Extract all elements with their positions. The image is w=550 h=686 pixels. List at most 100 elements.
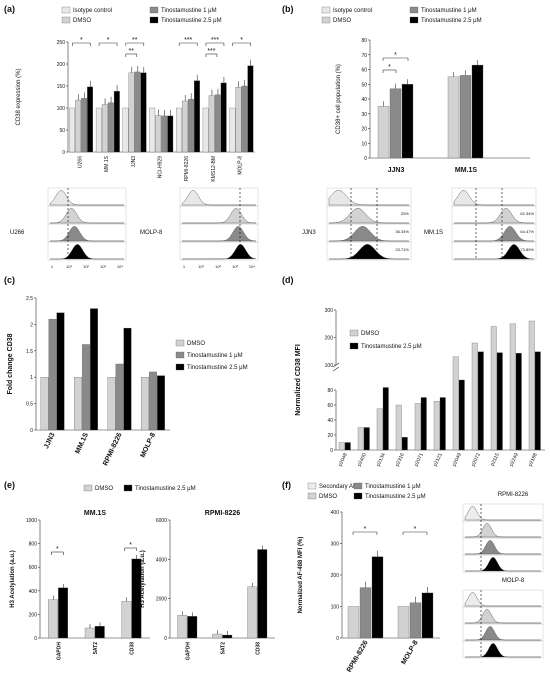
b-bar xyxy=(459,75,472,159)
e-bar xyxy=(48,599,58,639)
d-bar xyxy=(509,323,516,451)
c-category-label: RPMI-8226 xyxy=(102,432,123,467)
f-yaxis-tick-label: 0 xyxy=(336,636,339,642)
e-subchart-title: MM.1S xyxy=(84,510,107,517)
b-yaxis-tick-label: 20 xyxy=(361,127,367,133)
e-yaxis-tick-label: 200 xyxy=(29,612,38,618)
b-yaxis-tick-label: 60 xyxy=(361,68,367,74)
panel-label-a: (a) xyxy=(4,4,15,14)
b-bar xyxy=(389,88,402,159)
d-category-label: p2049 xyxy=(451,452,462,467)
a-histogram-curve xyxy=(182,208,256,224)
e-category-label: SAT2 xyxy=(221,642,227,655)
d-bar xyxy=(534,351,541,451)
c-yaxis-tick-label: 0 xyxy=(30,428,33,434)
panel-label-b: (b) xyxy=(282,4,294,14)
d-category-label: p2316 xyxy=(394,452,405,467)
legend-d-label: DMSO xyxy=(361,331,379,337)
c-category-label: MOLP-8 xyxy=(140,432,158,459)
a-bar xyxy=(69,107,76,153)
f-sig-significance-label: * xyxy=(414,526,417,533)
e-yaxis-tick-label: 400 xyxy=(29,589,38,595)
a-category-label: MOLP-8 xyxy=(238,156,244,175)
legend-c-label: Tinostamustine 1 μM xyxy=(187,353,243,359)
d-category-label: p2048 xyxy=(337,452,348,467)
legend-b-label: Tinostamustine 1 μM xyxy=(421,8,477,14)
a-category-label: U266 xyxy=(77,156,83,168)
a-bar xyxy=(81,98,88,153)
b-yaxis-tick-label: 40 xyxy=(361,97,367,103)
a-category-label: KMS12-BM xyxy=(211,156,217,182)
c-bar xyxy=(115,363,124,431)
e-bar xyxy=(212,633,223,639)
panel-label-e: (e) xyxy=(4,480,15,490)
b-bar xyxy=(377,106,390,159)
f-histogram-label: MOLP-8 xyxy=(502,578,525,584)
legend-b-swatch xyxy=(409,6,419,14)
f-histogram-frame xyxy=(462,520,544,539)
e-bar xyxy=(257,549,268,639)
b-yaxis-tick-label: 10 xyxy=(361,141,367,147)
a-histogram-tick: 1 xyxy=(183,264,186,269)
legend-f-label: Tinostamustine 2.5 μM xyxy=(365,494,426,500)
e-bar xyxy=(177,615,188,639)
a-histogram-frame xyxy=(47,241,127,261)
d-category-label: p2400 xyxy=(356,452,367,467)
f-histogram-label: RPMI-8226 xyxy=(498,492,529,498)
a-category-label: JJN3 xyxy=(131,156,137,168)
b-bar xyxy=(401,84,414,159)
a-histogram-curve xyxy=(50,226,124,242)
b-histogram-label: MM.1S xyxy=(424,230,443,236)
legend-c-swatch xyxy=(175,339,185,347)
e-yaxis-tick-label: 600 xyxy=(29,565,38,571)
legend-b-swatch xyxy=(409,16,419,24)
legend-d-swatch xyxy=(349,342,359,350)
a-histogram-label: U266 xyxy=(10,230,25,236)
d-bar xyxy=(395,404,402,451)
c-yaxis-tick-label: 2.5 xyxy=(26,296,33,302)
e-sig-significance-label: * xyxy=(56,546,59,553)
a-bar xyxy=(95,107,102,153)
a-sig-significance-label: ** xyxy=(129,48,135,55)
d-bar xyxy=(490,326,497,451)
f-histogram-curve xyxy=(465,643,541,658)
d-bar xyxy=(357,427,364,451)
b-histogram-percent: 33.71% xyxy=(395,247,409,252)
a-sig-significance-label: *** xyxy=(211,37,219,44)
legend-b-swatch xyxy=(321,16,331,24)
a-histogram-tick: 10² xyxy=(83,264,89,269)
e-ylabel: H3 Acetylation (a.u.) xyxy=(10,550,16,607)
f-bar xyxy=(359,587,372,639)
a-sig-significance-label: ** xyxy=(132,37,138,44)
d-category-label: p2071 xyxy=(413,452,424,467)
c-bar xyxy=(56,312,65,431)
f-histogram-frame xyxy=(462,554,544,573)
panel-label-d: (d) xyxy=(282,275,294,285)
a-bar xyxy=(101,104,108,153)
f-histogram-frame xyxy=(462,537,544,556)
b-histogram-curve xyxy=(454,226,534,242)
e-bar xyxy=(187,616,198,639)
a-sig-significance-label: * xyxy=(107,37,110,44)
e-bar xyxy=(222,634,233,639)
a-histogram-tick: 10² xyxy=(215,264,221,269)
f-histogram-curve xyxy=(464,591,541,607)
a-histogram-curve xyxy=(182,226,257,242)
b-category-label: MM.1S xyxy=(455,167,478,174)
f-bar xyxy=(371,556,384,639)
b-yaxis-tick-label: 70 xyxy=(361,53,367,59)
c-bar xyxy=(48,318,57,431)
e-bar xyxy=(94,626,105,639)
e-yaxis-tick-label: 0 xyxy=(164,636,167,642)
a-yaxis-tick-label: 250 xyxy=(57,40,66,46)
c-bar xyxy=(149,371,157,431)
legend-f-swatch xyxy=(353,492,363,500)
e-category-label: SAT2 xyxy=(93,642,99,655)
d-bar xyxy=(515,353,522,451)
a-histogram-frame xyxy=(47,223,127,243)
e-yaxis-tick-label: 2000 xyxy=(156,597,167,603)
a-bar xyxy=(241,85,248,153)
e-yaxis-tick-label: 6000 xyxy=(156,518,167,524)
d-category-label: p2115 xyxy=(490,452,501,467)
d-bar xyxy=(420,397,427,451)
